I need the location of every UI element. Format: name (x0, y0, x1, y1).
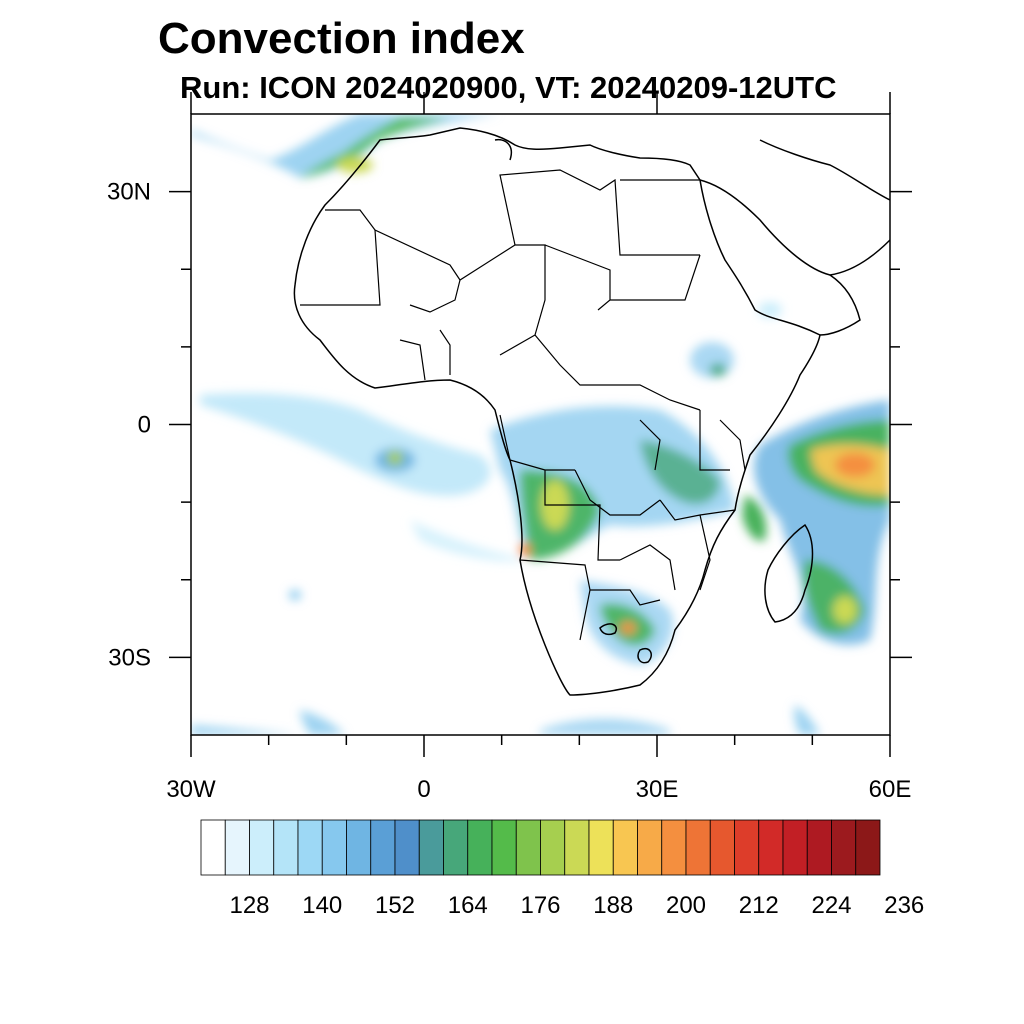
colorbar-box (346, 819, 372, 876)
colorbar-box (637, 819, 663, 876)
colorbar-box (661, 819, 687, 876)
colorbar-box (200, 819, 226, 876)
country-borders (300, 169, 746, 641)
colorbar-box (685, 819, 711, 876)
map-labels: 30W 0 30E 60E 30N 0 30S (107, 179, 911, 803)
colorbar-box (806, 819, 832, 876)
lat-tick-label: 0 (138, 412, 151, 439)
chart-subtitle: Run: ICON 2024020900, VT: 20240209-12UTC (180, 70, 837, 105)
colorbar-box (612, 819, 638, 876)
colorbar-box (370, 819, 396, 876)
colorbar-tick-label: 200 (666, 892, 706, 919)
lon-tick-label: 30E (636, 776, 679, 803)
colorbar-box (734, 819, 760, 876)
colorbar-box (224, 819, 250, 876)
colorbar-box (394, 819, 420, 876)
coastlines (293, 127, 890, 696)
colorbar-box (831, 819, 857, 876)
convection-shading (191, 114, 890, 735)
colorbar-box (564, 819, 590, 876)
colorbar-box (491, 819, 517, 876)
colorbar (200, 819, 881, 876)
colorbar-box (515, 819, 541, 876)
colorbar-tick-label: 140 (302, 892, 342, 919)
colorbar-box (321, 819, 347, 876)
colorbar-labels: 128 140 152 164 176 188 200 212 224 236 (229, 892, 924, 919)
lon-tick-label: 0 (417, 776, 430, 803)
colorbar-box (758, 819, 784, 876)
colorbar-box (297, 819, 323, 876)
colorbar-box (418, 819, 444, 876)
colorbar-box (443, 819, 469, 876)
colorbar-box (855, 819, 881, 876)
colorbar-box (467, 819, 493, 876)
lat-tick-label: 30S (108, 644, 151, 671)
colorbar-tick-label: 212 (739, 892, 779, 919)
colorbar-tick-label: 152 (375, 892, 415, 919)
colorbar-tick-label: 128 (229, 892, 269, 919)
colorbar-box (540, 819, 566, 876)
map-ticks (169, 92, 912, 757)
colorbar-box (782, 819, 808, 876)
colorbar-tick-label: 236 (884, 892, 924, 919)
lon-tick-label: 30W (166, 776, 216, 803)
colorbar-box (249, 819, 275, 876)
colorbar-box (588, 819, 614, 876)
colorbar-tick-label: 224 (811, 892, 851, 919)
chart-title: Convection index (158, 14, 525, 63)
colorbar-tick-label: 176 (520, 892, 560, 919)
colorbar-box (273, 819, 299, 876)
colorbar-box (709, 819, 735, 876)
colorbar-tick-label: 164 (448, 892, 488, 919)
lon-tick-label: 60E (869, 776, 912, 803)
lat-tick-label: 30N (107, 179, 151, 206)
colorbar-tick-label: 188 (593, 892, 633, 919)
